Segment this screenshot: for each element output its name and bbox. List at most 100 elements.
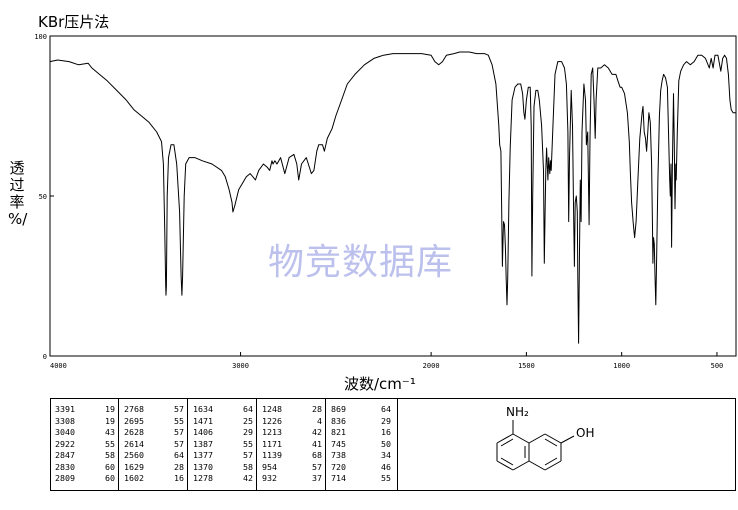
peak-transmittance: 55 xyxy=(243,438,253,449)
spectrum-line xyxy=(49,51,736,344)
peak-transmittance: 46 xyxy=(381,461,391,472)
peak-column: 1634 64 1471 25 1406 29 1387 55 1377 57 1370 58 1278… xyxy=(189,404,256,485)
peak-column: 3391 19 3308 19 3040 43 2922 55 2847 58 2830 60 2809… xyxy=(51,404,118,485)
y-axis-label-char: 透 xyxy=(9,159,25,177)
plot-frame xyxy=(49,35,737,357)
peak-table: 3391 19 3308 19 3040 43 2922 55 2847 58 2830 60 2809… xyxy=(50,398,736,491)
peak-wavenumber: 2560 xyxy=(124,450,144,460)
naphthalene-ring-bonds xyxy=(496,420,575,471)
peak-row: 2614 57 xyxy=(120,439,187,451)
peak-row: 2922 55 xyxy=(51,439,118,451)
peak-wavenumber: 869 xyxy=(331,404,346,414)
peak-transmittance: 64 xyxy=(174,450,184,460)
peak-transmittance: 58 xyxy=(243,461,253,472)
peak-wavenumber: 2695 xyxy=(124,415,144,426)
peak-wavenumber: 3308 xyxy=(55,415,75,426)
peak-wavenumber: 932 xyxy=(262,473,277,483)
peak-row: 738 34 xyxy=(327,450,394,462)
peak-row: 1226 4 xyxy=(258,416,325,428)
peak-transmittance: 42 xyxy=(312,427,322,437)
x-tick-label: 2000 xyxy=(423,362,440,370)
y-axis-label-char: 率 xyxy=(9,193,25,211)
peak-transmittance: 55 xyxy=(381,473,391,483)
oh-label: OH xyxy=(576,426,594,440)
peak-row: 821 16 xyxy=(327,427,394,439)
peak-transmittance: 64 xyxy=(243,404,253,414)
peak-wavenumber: 1602 xyxy=(124,473,144,483)
peak-wavenumber: 1248 xyxy=(262,404,282,414)
peak-wavenumber: 954 xyxy=(262,461,277,472)
peak-column: 2768 57 2695 55 2628 57 2614 57 2560 64 1629 28 1602… xyxy=(120,404,187,485)
peak-wavenumber: 1387 xyxy=(193,438,213,449)
spectrum-plot: 4000 3000 2000 1500 1000 500 0 50 100 xyxy=(34,33,737,370)
peak-wavenumber: 1377 xyxy=(193,450,213,460)
peak-row: 1602 16 xyxy=(120,473,187,485)
x-tick-label: 1000 xyxy=(613,362,630,370)
peak-row: 1171 41 xyxy=(258,439,325,451)
peak-transmittance: 37 xyxy=(312,473,322,483)
peak-transmittance: 25 xyxy=(243,415,253,426)
peak-transmittance: 55 xyxy=(105,438,115,449)
peak-wavenumber: 1171 xyxy=(262,438,282,449)
peak-row: 2809 60 xyxy=(51,473,118,485)
peak-transmittance: 19 xyxy=(105,404,115,414)
peak-row: 836 29 xyxy=(327,416,394,428)
peak-wavenumber: 2847 xyxy=(55,450,75,460)
peak-row: 1139 68 xyxy=(258,450,325,462)
peak-row: 1471 25 xyxy=(189,416,256,428)
peak-transmittance: 57 xyxy=(243,450,253,460)
peak-wavenumber: 3040 xyxy=(55,427,75,437)
peak-transmittance: 57 xyxy=(174,427,184,437)
peak-wavenumber: 1139 xyxy=(262,450,282,460)
peak-transmittance: 16 xyxy=(381,427,391,437)
y-axis-label-char: %/ xyxy=(8,210,28,228)
table-divider xyxy=(187,399,188,490)
peak-wavenumber: 1406 xyxy=(193,427,213,437)
peak-transmittance: 60 xyxy=(105,461,115,472)
peak-row: 1387 55 xyxy=(189,439,256,451)
table-divider xyxy=(256,399,257,490)
peak-transmittance: 57 xyxy=(174,404,184,414)
peak-wavenumber: 1213 xyxy=(262,427,282,437)
peak-transmittance: 28 xyxy=(174,461,184,472)
peak-transmittance: 34 xyxy=(381,450,391,460)
peak-wavenumber: 1370 xyxy=(193,461,213,472)
y-axis-label-char: 过 xyxy=(9,176,25,194)
peak-wavenumber: 745 xyxy=(331,438,346,449)
peak-transmittance: 50 xyxy=(381,438,391,449)
peak-column: 869 64 836 29 821 16 745 50 738 34 720 46 714 55 xyxy=(327,404,394,485)
peak-row: 1278 42 xyxy=(189,473,256,485)
peak-transmittance: 4 xyxy=(317,415,322,426)
x-tick-label: 1500 xyxy=(518,362,535,370)
peak-wavenumber: 714 xyxy=(331,473,346,483)
peak-row: 3040 43 xyxy=(51,427,118,439)
peak-row: 1634 64 xyxy=(189,404,256,416)
peak-wavenumber: 1226 xyxy=(262,415,282,426)
peak-row: 2830 60 xyxy=(51,462,118,474)
peak-transmittance: 29 xyxy=(243,427,253,437)
x-axis-label: 波数/cm⁻¹ xyxy=(344,375,416,393)
peak-row: 932 37 xyxy=(258,473,325,485)
peak-row: 720 46 xyxy=(327,462,394,474)
nh2-label: NH₂ xyxy=(506,405,529,419)
peak-row: 1248 28 xyxy=(258,404,325,416)
table-divider xyxy=(397,399,398,490)
peak-row: 3308 19 xyxy=(51,416,118,428)
peak-transmittance: 68 xyxy=(312,450,322,460)
peak-row: 745 50 xyxy=(327,439,394,451)
peak-row: 1370 58 xyxy=(189,462,256,474)
chart-title: KBr压片法 xyxy=(38,13,110,31)
peak-column: 1248 28 1226 4 1213 42 1171 41 1139 68 954 57 932 37 xyxy=(258,404,325,485)
x-tick-label: 500 xyxy=(711,362,724,370)
peak-row: 1213 42 xyxy=(258,427,325,439)
y-tick-label: 50 xyxy=(39,193,47,201)
peak-row: 2695 55 xyxy=(120,416,187,428)
peak-transmittance: 43 xyxy=(105,427,115,437)
peak-row: 869 64 xyxy=(327,404,394,416)
peak-transmittance: 28 xyxy=(312,404,322,414)
molecule-structure: NH₂ OH xyxy=(496,405,594,471)
peak-row: 954 57 xyxy=(258,462,325,474)
peak-wavenumber: 3391 xyxy=(55,404,75,414)
peak-row: 2560 64 xyxy=(120,450,187,462)
axis-ticks: 4000 3000 2000 1500 1000 500 0 50 100 xyxy=(34,33,723,370)
